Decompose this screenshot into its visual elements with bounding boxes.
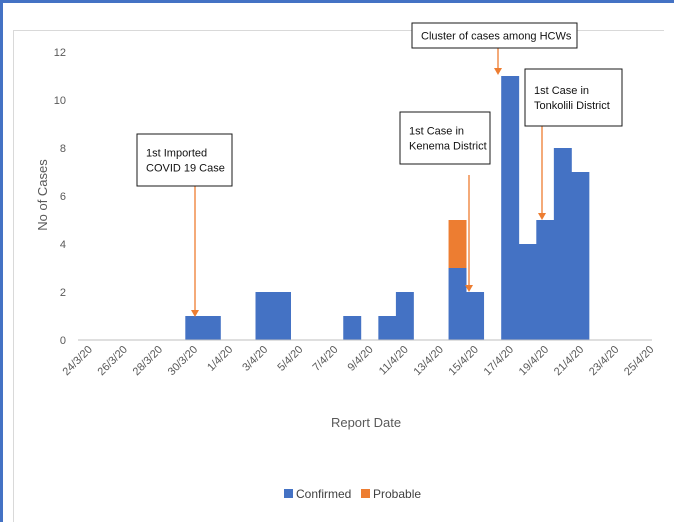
legend-label-confirmed: Confirmed [296,487,351,501]
x-tick-label: 25/4/20 [622,344,656,378]
bar-confirmed [202,316,221,340]
callout-box: 1st Imported COVID 19 Case [136,133,233,317]
legend-label-probable: Probable [373,487,421,501]
callout-text: Kenema District [409,141,487,153]
y-axis-ticks: 0 2 4 6 8 10 12 [54,47,66,347]
bar-confirmed [501,76,520,340]
callout-arrowhead [191,310,199,317]
x-tick-label: 26/3/20 [96,344,130,378]
callout-frame [524,68,623,127]
bar-confirmed [518,244,537,340]
x-tick-label: 28/3/20 [131,344,165,378]
y-axis-title: No of Cases [35,159,50,231]
annotations: 1st Imported COVID 19 Case 1st Case in Kene… [136,22,623,317]
bar-confirmed [448,268,467,340]
x-tick-label: 19/4/20 [517,344,551,378]
x-tick-label: 5/4/20 [275,344,305,374]
x-tick-label: 3/4/20 [240,344,270,374]
callout-text: COVID 19 Case [146,163,225,175]
bar-confirmed [185,316,204,340]
bars [185,76,590,340]
callout-arrowhead [494,68,502,75]
x-tick-label: 11/4/20 [377,344,411,378]
callout-frame [399,111,491,165]
bar-confirmed [571,172,590,340]
callout-box: 1st Case in Tonkolili District [524,68,623,220]
y-tick-label: 8 [60,143,66,155]
x-tick-label: 23/4/20 [587,344,621,378]
y-tick-label: 0 [60,335,66,347]
legend: Confirmed Probable [284,487,421,501]
legend-swatch-confirmed [284,489,293,498]
x-tick-label: 7/4/20 [310,344,340,374]
x-tick-label: 30/3/20 [166,344,200,378]
bar-confirmed [378,316,397,340]
bar-confirmed [466,292,485,340]
legend-swatch-probable [361,489,370,498]
x-tick-label: 21/4/20 [552,344,586,378]
bar-confirmed [273,292,291,340]
bar-confirmed [395,292,414,340]
x-tick-label: 17/4/20 [482,344,516,378]
callout-frame [136,133,233,187]
callout-text: Cluster of cases among HCWs [421,31,572,43]
callout-text: 1st Case in [534,85,589,97]
callout-box: 1st Case in Kenema District [399,111,491,292]
callout-frame [411,22,578,49]
x-tick-label: 1/4/20 [205,344,235,374]
bar-confirmed [255,292,274,340]
bar-confirmed [343,316,362,340]
callout-arrowhead [538,213,546,220]
y-tick-label: 12 [54,47,66,59]
y-tick-label: 10 [54,95,66,107]
callout-text: Tonkolili District [534,100,610,112]
chart-area [13,30,664,522]
callout-text: 1st Case in [409,126,464,138]
x-axis-ticks: 24/3/20 26/3/20 28/3/20 30/3/20 1/4/20 3/4/20… [60,344,656,378]
y-tick-label: 4 [60,239,66,251]
bar-confirmed [553,148,572,340]
callout-text: 1st Imported [146,148,207,160]
x-tick-label: 13/4/20 [411,344,445,378]
x-tick-label: 9/4/20 [346,344,376,374]
x-tick-label: 15/4/20 [447,344,481,378]
bar-probable [448,220,467,268]
y-tick-label: 6 [60,191,66,203]
callout-arrowhead [465,285,473,292]
bar-confirmed [536,220,555,340]
x-tick-label: 24/3/20 [60,344,94,378]
y-tick-label: 2 [60,287,66,299]
callout-box: Cluster of cases among HCWs [411,22,578,75]
x-axis-title: Report Date [331,415,401,430]
